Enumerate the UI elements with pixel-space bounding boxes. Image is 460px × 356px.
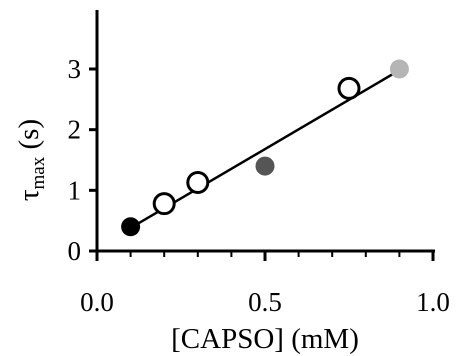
y-axis-title: τmax (s)	[13, 119, 49, 201]
y-tick-label: 3	[68, 54, 82, 84]
x-axis-title: [CAPSO] (mM)	[171, 323, 359, 355]
data-points	[121, 59, 409, 237]
axis-ticks: 0 1 2 3 0.0 0.5 1.0	[68, 54, 450, 317]
x-tick-label: 0.0	[80, 287, 114, 317]
data-point-open	[337, 76, 361, 100]
data-point-open	[152, 192, 176, 216]
data-point-open	[186, 170, 210, 194]
y-tick-label: 0	[68, 236, 82, 266]
data-point-filled-light-gray	[389, 59, 409, 79]
y-axis-title-symbol: τ	[13, 189, 45, 201]
data-point-filled-black	[121, 217, 141, 237]
y-axis-title-subscript: max	[28, 156, 49, 189]
x-tick-label: 1.0	[416, 287, 450, 317]
data-point-filled-dark-gray	[255, 156, 275, 176]
y-axis-title-unit: (s)	[13, 119, 45, 157]
y-tick-label: 1	[68, 175, 82, 205]
x-tick-label: 0.5	[248, 287, 282, 317]
y-tick-label: 2	[68, 115, 82, 145]
